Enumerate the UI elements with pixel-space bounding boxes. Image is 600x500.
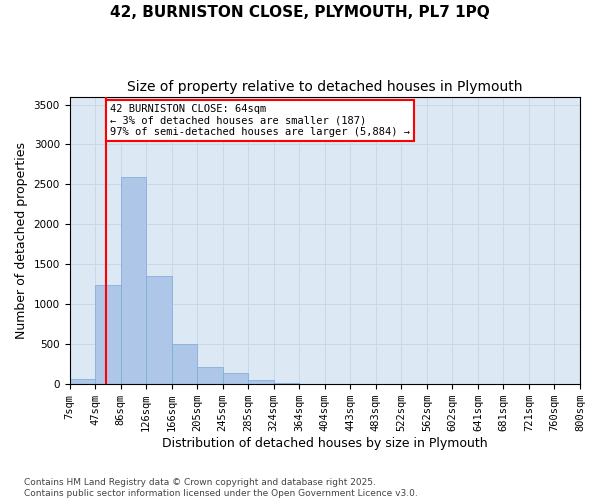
Bar [146,276,172,384]
X-axis label: Distribution of detached houses by size in Plymouth: Distribution of detached houses by size … [162,437,488,450]
Text: Contains HM Land Registry data © Crown copyright and database right 2025.
Contai: Contains HM Land Registry data © Crown c… [24,478,418,498]
Bar [172,344,197,384]
Title: Size of property relative to detached houses in Plymouth: Size of property relative to detached ho… [127,80,523,94]
Bar [223,373,248,384]
Bar [70,380,95,384]
Bar [95,285,121,384]
Text: 42 BURNISTON CLOSE: 64sqm
← 3% of detached houses are smaller (187)
97% of semi-: 42 BURNISTON CLOSE: 64sqm ← 3% of detach… [110,104,410,137]
Y-axis label: Number of detached properties: Number of detached properties [15,142,28,339]
Text: 42, BURNISTON CLOSE, PLYMOUTH, PL7 1PQ: 42, BURNISTON CLOSE, PLYMOUTH, PL7 1PQ [110,5,490,20]
Bar [248,380,274,384]
Bar [197,368,223,384]
Bar [121,178,146,384]
